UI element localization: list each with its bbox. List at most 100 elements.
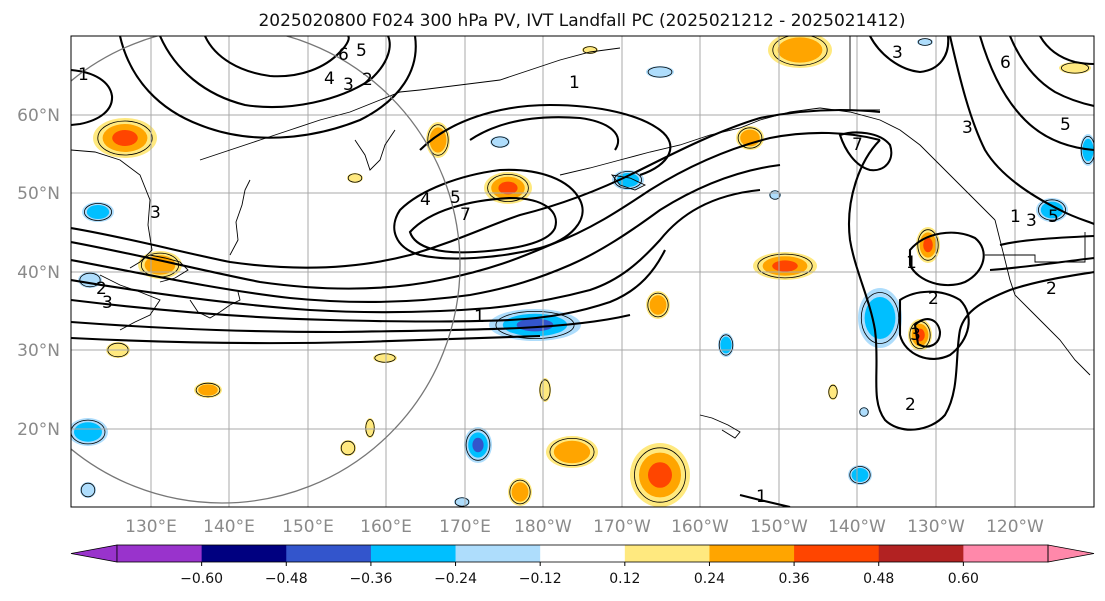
colorbar-extend-low: [70, 544, 118, 563]
positive-anomaly-patch: [649, 295, 667, 315]
lon-label: 180°W: [514, 517, 572, 537]
anomaly-outline: [340, 440, 356, 456]
colorbar-segment: [540, 545, 626, 562]
map-title: 2025020800 F024 300 hPa PV, IVT Landfall…: [258, 11, 905, 31]
contour-label: 2: [362, 70, 373, 90]
contour-label: 1: [1010, 207, 1021, 227]
latitude-labels: 60°N 50°N 40°N 30°N 20°N: [17, 106, 60, 440]
anomaly-outline: [84, 203, 113, 221]
positive-anomaly-patch: [1059, 62, 1091, 74]
contour-label: 7: [460, 205, 471, 225]
colorbar-extend-high: [1047, 544, 1095, 563]
colorbar-segment: [117, 545, 203, 562]
colorbar-tick-label: 0.12: [609, 571, 640, 587]
anomaly-outline: [582, 46, 598, 54]
colorbar-segment: [286, 545, 372, 562]
negative-anomaly-patch: [74, 422, 102, 442]
positive-anomaly-patch: [772, 260, 798, 272]
lat-label: 20°N: [17, 420, 60, 440]
contour-label: 3: [102, 293, 113, 313]
lon-label: 160°E: [360, 517, 412, 537]
anomaly-outline: [917, 229, 939, 261]
contour-label: 2: [928, 289, 939, 309]
anomaly-outline: [454, 497, 470, 507]
negative-anomaly-patch: [917, 38, 933, 46]
positive-anomaly-patch: [511, 482, 529, 502]
anomaly-outline: [860, 292, 900, 344]
colorbar-tick-label: 0.48: [863, 571, 894, 587]
anomaly-outline: [465, 429, 491, 461]
contour-label: 2: [905, 395, 916, 415]
lon-label: 150°E: [282, 517, 334, 537]
negative-anomaly-patch: [864, 297, 896, 339]
anomaly-outline: [757, 253, 813, 279]
negative-anomaly-patch: [1040, 201, 1064, 219]
pv-contours: [71, 36, 1094, 507]
anomaly-outline: [374, 353, 396, 363]
negative-anomaly-patch: [454, 497, 470, 507]
lon-label: 170°E: [439, 517, 491, 537]
positive-anomaly-patch: [340, 440, 356, 456]
positive-anomaly-patch: [144, 255, 176, 275]
colorbar-segment: [370, 545, 457, 562]
contour-label: 6: [338, 45, 349, 65]
anomaly-outline: [1038, 199, 1067, 221]
anomaly-outline: [718, 334, 734, 356]
anomaly-outline: [647, 292, 669, 318]
lat-label: 30°N: [17, 341, 60, 361]
negative-anomaly-patch: [851, 468, 869, 482]
colorbar-tick-label: 0.60: [948, 571, 979, 587]
ivt-anomaly-shading: [71, 36, 1094, 507]
anomaly-outline: [539, 379, 551, 401]
colorbar-tick-label: 0.24: [694, 571, 725, 587]
contour-label: 1: [756, 487, 767, 507]
lon-label: 150°W: [750, 517, 808, 537]
contour-label: 2: [1046, 279, 1057, 299]
anomaly-outline: [647, 66, 673, 78]
map-frame: [70, 35, 1095, 508]
anomaly-outline: [427, 124, 449, 156]
positive-anomaly-patch: [539, 378, 551, 402]
longitude-labels: 130°E 140°E 150°E 160°E 170°E 180°W 170°…: [125, 517, 1044, 537]
colorbar: −0.60 −0.48 −0.36 −0.24 −0.12 0.12 0.24 0.36 0.4…: [70, 544, 1095, 587]
anomaly-outline: [491, 136, 509, 148]
positive-anomaly-patch: [365, 418, 375, 438]
anomaly-outline: [614, 171, 643, 189]
colorbar-frame: [116, 544, 1049, 563]
negative-anomaly-patch: [720, 336, 732, 354]
lat-label: 40°N: [17, 263, 60, 283]
contour-label: 7: [852, 135, 863, 155]
anomaly-outline: [549, 437, 595, 466]
anomaly-outline: [71, 419, 106, 445]
anomaly-outline: [365, 419, 375, 437]
positive-anomaly-patch: [828, 384, 838, 400]
colorbar-tick-label: −0.36: [349, 571, 392, 587]
contour-label: 1: [78, 65, 89, 85]
contour-label: 4: [420, 190, 431, 210]
contour-label: 5: [356, 41, 367, 61]
anomaly-outline: [828, 384, 838, 400]
anomaly-outline: [97, 120, 153, 156]
lon-label: 170°W: [593, 517, 651, 537]
anomaly-outline: [772, 36, 828, 66]
coastlines: [71, 36, 1091, 439]
contour-label: 6: [1000, 53, 1011, 73]
anomaly-outline: [917, 38, 933, 46]
colorbar-segment: [624, 545, 710, 562]
positive-anomaly-patch: [582, 46, 598, 54]
contour-label: 3: [1026, 211, 1037, 231]
lon-label: 140°E: [203, 517, 255, 537]
anomaly-outline: [859, 407, 869, 417]
colorbar-tick-label: −0.24: [434, 571, 477, 587]
colorbar-segment: [794, 545, 880, 562]
lon-label: 130°E: [125, 517, 177, 537]
colorbar-segments: [70, 544, 1095, 563]
negative-anomaly-patch: [80, 482, 96, 498]
negative-anomaly-patch: [859, 407, 869, 417]
lon-label: 130°W: [907, 517, 965, 537]
positive-anomaly-patch: [923, 237, 933, 253]
anomaly-outline: [634, 447, 686, 503]
contour-label: 3: [910, 325, 921, 345]
anomaly-outline: [737, 127, 763, 149]
colorbar-segment: [963, 545, 1049, 562]
